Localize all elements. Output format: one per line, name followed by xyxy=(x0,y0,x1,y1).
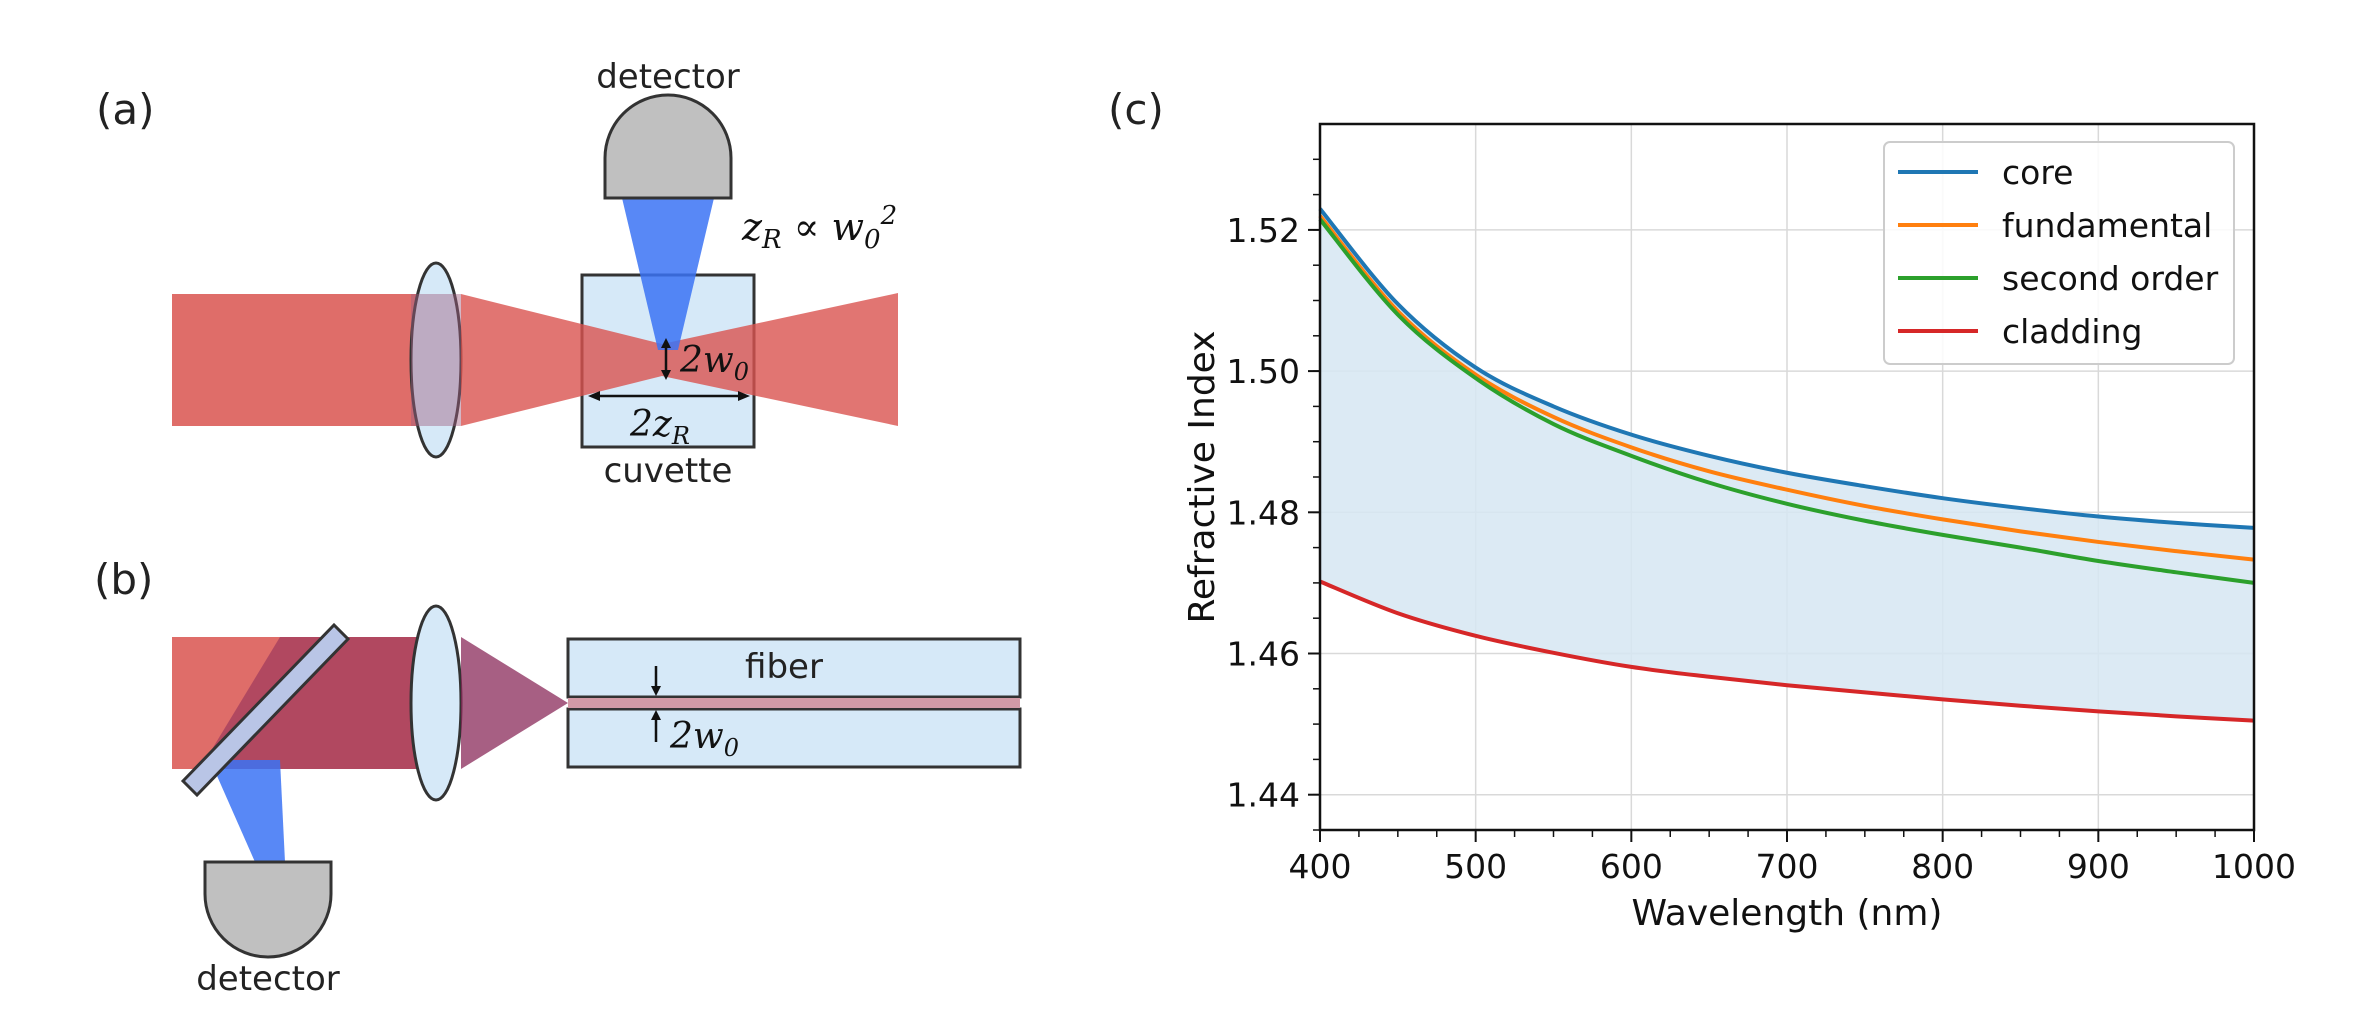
y-axis-label: Refractive Index xyxy=(1182,331,1223,624)
panel-a: (a) detector zR ∝ w02 2w0 2zR cuvette xyxy=(96,57,898,491)
series-line-second-order xyxy=(1318,218,2255,585)
series-line-fundamental xyxy=(1318,214,2255,562)
scattered-light-cone xyxy=(622,198,714,350)
mode-region-fill xyxy=(1320,208,2254,721)
detector-label-a: detector xyxy=(596,57,740,97)
series-line-core xyxy=(1318,207,2255,530)
legend-box xyxy=(1883,141,2235,365)
beam-through-lens xyxy=(411,294,461,426)
y-tick-label: 1.46 xyxy=(1227,635,1300,674)
rayleigh-formula: zR ∝ w02 xyxy=(741,201,897,255)
panel-c-label: (c) xyxy=(1108,85,1164,134)
y-tick-label: 1.52 xyxy=(1227,211,1300,250)
dichroic-mirror xyxy=(180,622,351,798)
x-tick-label: 800 xyxy=(1911,847,1974,886)
incoming-laser-beam xyxy=(172,294,436,426)
range-arrow-head-right xyxy=(738,391,750,401)
panel-b-label: (b) xyxy=(94,555,153,604)
legend-entry: core xyxy=(2002,153,2073,192)
coupling-lens xyxy=(409,604,463,802)
reflected-overlap xyxy=(200,637,436,769)
waist-marker-top-head xyxy=(651,686,661,696)
legend-entry: cladding xyxy=(2002,312,2142,351)
panel-c: (c) 400 500 600 700 800 900 1000 1.44 1.46 1.48 1.… xyxy=(1108,85,2296,934)
x-tick-label: 900 xyxy=(2067,847,2130,886)
collected-light-cone xyxy=(210,760,285,862)
x-tick-label: 400 xyxy=(1289,847,1352,886)
fiber-label: fiber xyxy=(745,647,823,687)
y-tick-label: 1.48 xyxy=(1227,493,1300,532)
series-line-cladding xyxy=(1319,579,2255,723)
detector-label-b: detector xyxy=(196,959,340,999)
x-tick-label: 500 xyxy=(1444,847,1507,886)
legend-entry: second order xyxy=(2002,259,2219,298)
x-tick-label: 1000 xyxy=(2212,847,2296,886)
waist-label-a: 2w0 xyxy=(679,340,749,386)
legend-entry: fundamental xyxy=(2002,206,2212,245)
cuvette-label: cuvette xyxy=(604,451,733,491)
fiber-cladding-bottom xyxy=(566,707,1022,769)
y-tick-label: 1.50 xyxy=(1227,352,1300,391)
waist-marker-bottom-head xyxy=(651,710,661,720)
range-arrow-head-left xyxy=(588,391,600,401)
fiber-cladding-top xyxy=(566,637,1022,699)
detector-icon-b xyxy=(203,860,333,959)
panel-b: (b) fiber 2w0 detector xyxy=(94,555,1022,999)
converging-beam xyxy=(461,637,568,769)
refractive-index-chart: 400 500 600 700 800 900 1000 1.44 1.46 1.48 1.50 1.… xyxy=(1182,122,2296,934)
fiber-core xyxy=(568,698,1020,708)
x-tick-label: 600 xyxy=(1600,847,1663,886)
panel-a-label: (a) xyxy=(96,85,155,134)
detector-icon xyxy=(603,93,733,200)
waist-arrow-head-top xyxy=(661,338,671,348)
y-tick-label: 1.44 xyxy=(1227,776,1300,815)
waist-arrow-head-bottom xyxy=(661,370,671,380)
focused-beam xyxy=(461,293,898,426)
x-axis-label: Wavelength (nm) xyxy=(1632,893,1943,934)
x-tick-label: 700 xyxy=(1756,847,1819,886)
